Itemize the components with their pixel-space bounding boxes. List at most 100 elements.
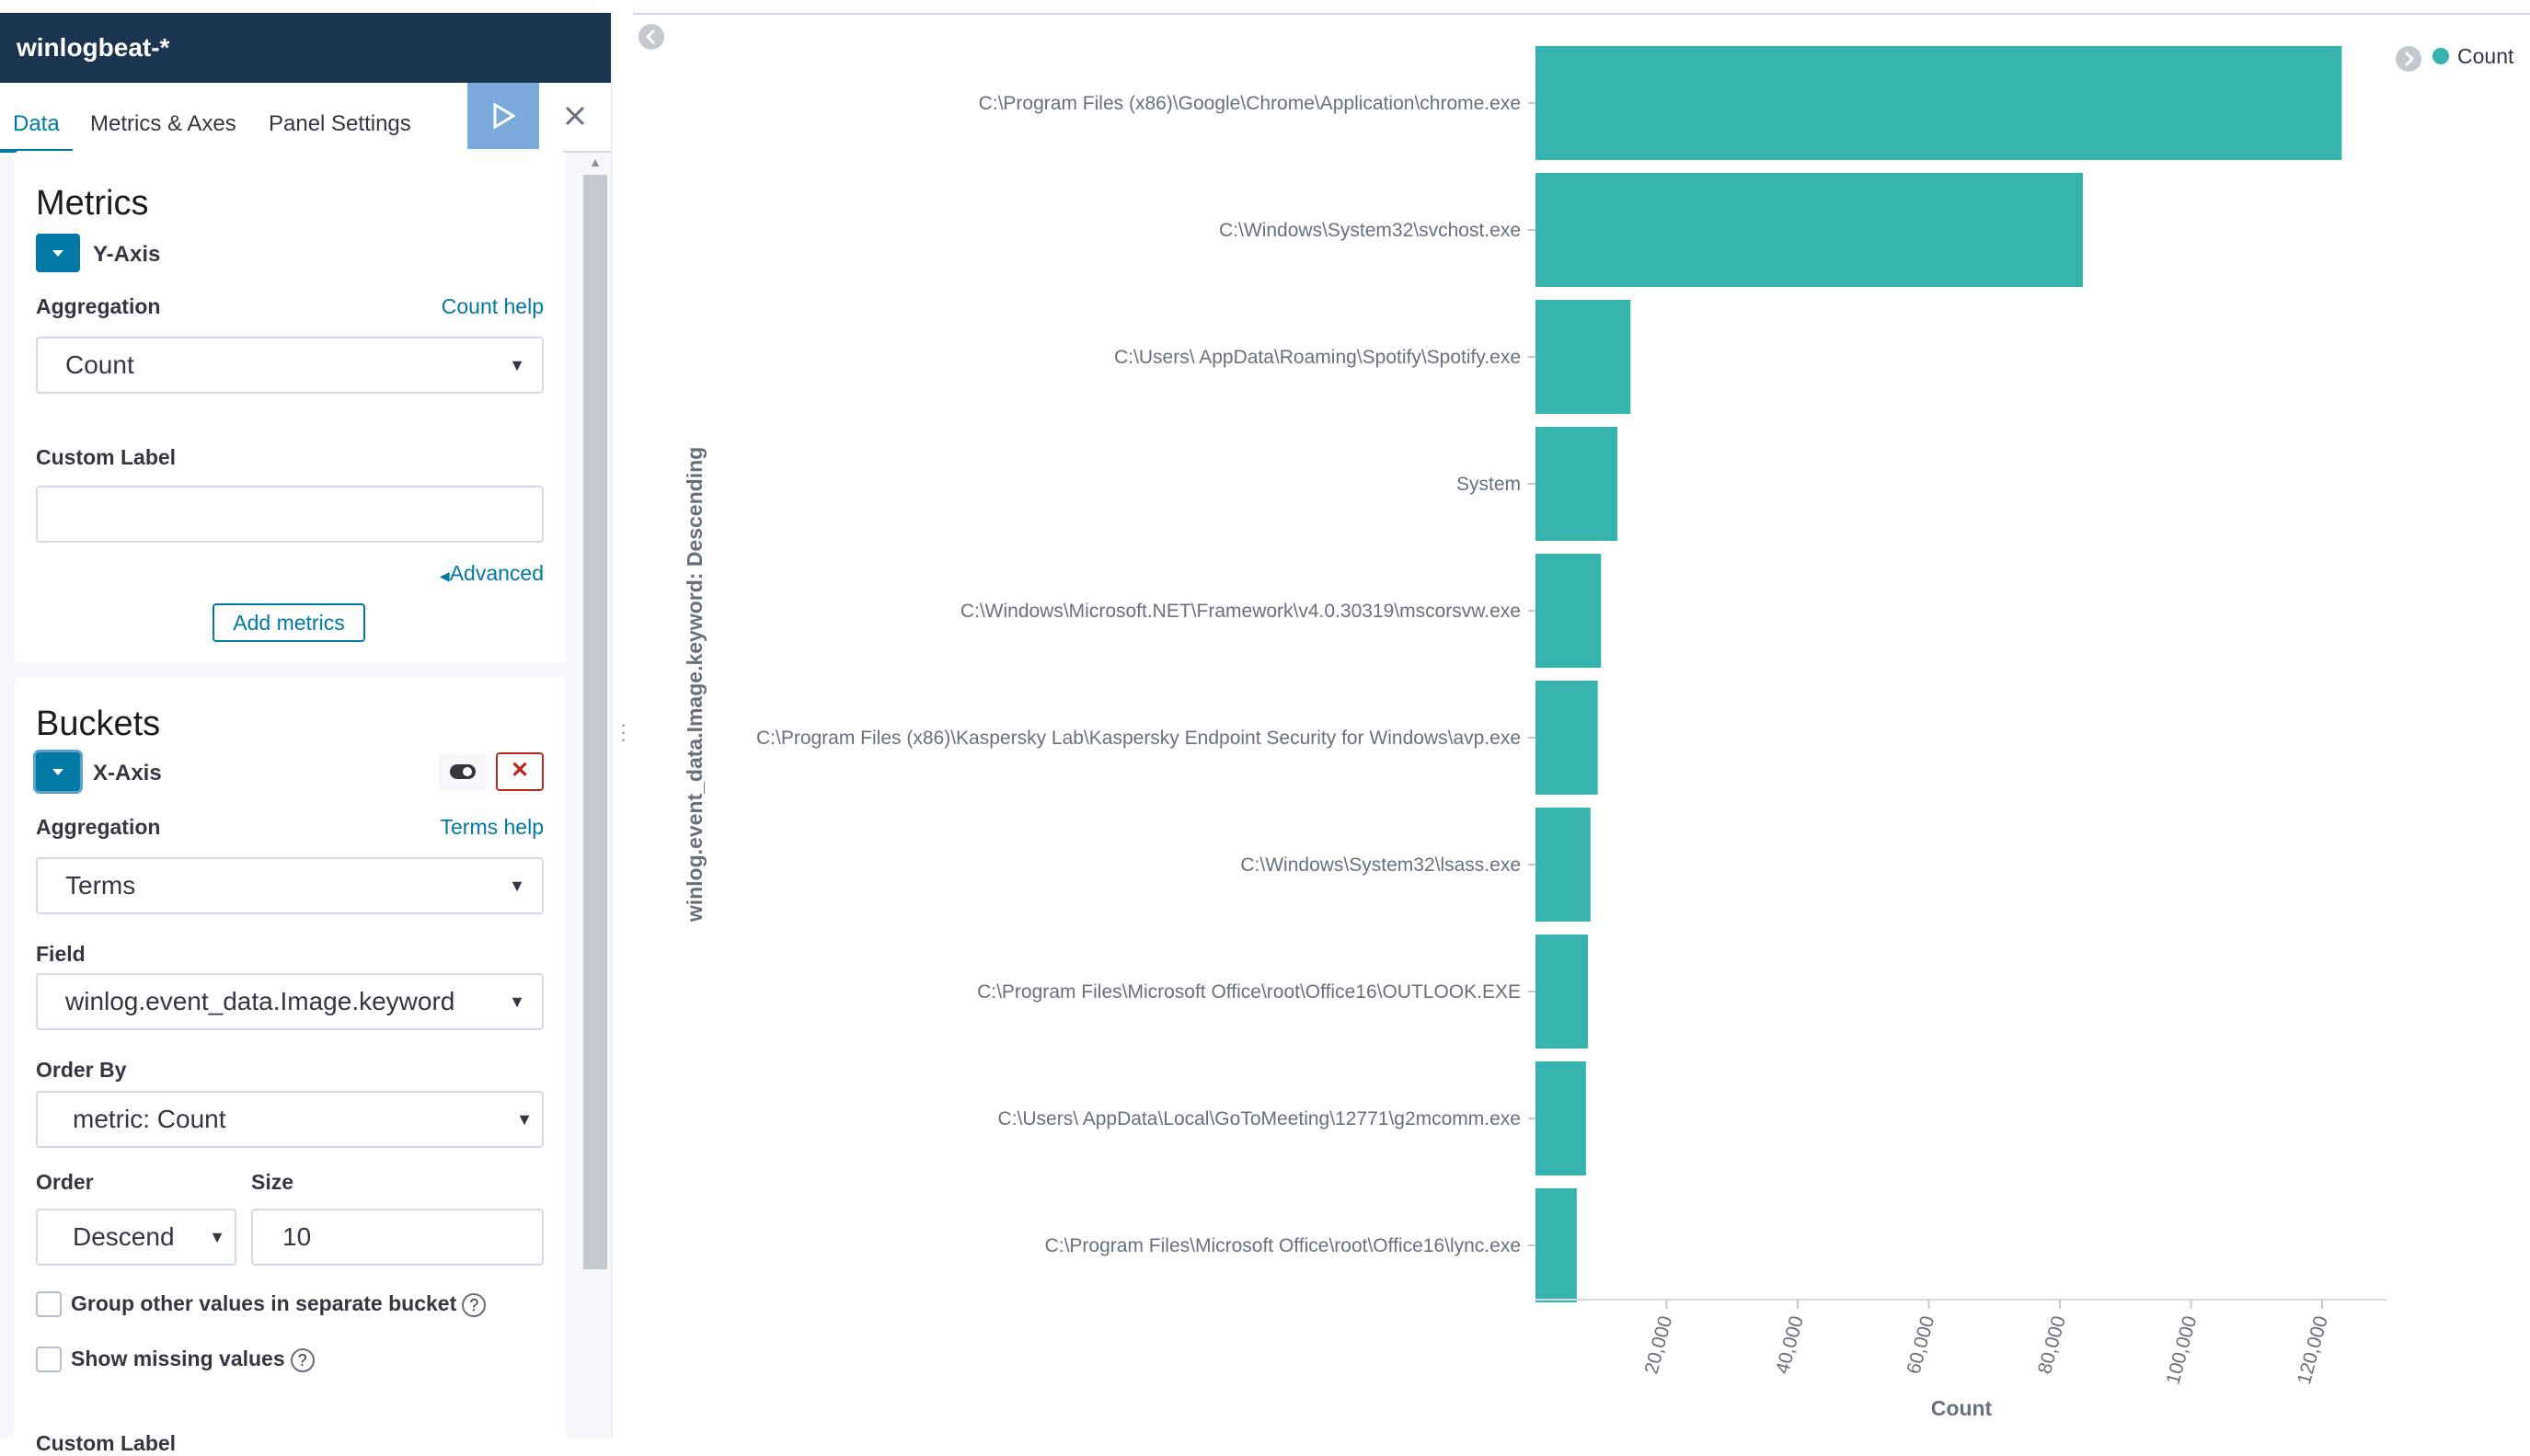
- metrics-title: Metrics: [36, 184, 149, 223]
- bar[interactable]: [1535, 1188, 1577, 1302]
- category-label: System: [1456, 474, 1521, 495]
- buckets-card: Buckets X-Axis ✕ Aggregation Terms help …: [14, 677, 566, 1455]
- toggle-agg-button[interactable]: [439, 753, 487, 790]
- field-select[interactable]: winlog.event_data.Image.keyword ▼: [36, 973, 544, 1030]
- buckets-aggregation-label: Aggregation: [36, 815, 161, 839]
- order-value: Descend: [73, 1222, 175, 1251]
- bar-chart: Count winlog.event_data.Image.keyword: D…: [638, 24, 2514, 1420]
- category-label: C:\Program Files (x86)\Kaspersky Lab\Kas…: [756, 728, 1521, 749]
- category-label: C:\Windows\Microsoft.NET\Framework\v4.0.…: [960, 601, 1521, 622]
- x-axis: 20,000 40,000 60,000 80,000 100,000 120,000: [1535, 1299, 2386, 1387]
- advanced-toggle-link[interactable]: ◀Advanced: [440, 561, 544, 586]
- add-metrics-button[interactable]: Add metrics: [213, 603, 365, 642]
- group-other-label: Group other values in separate bucket?: [71, 1291, 487, 1317]
- order-label: Order: [36, 1170, 94, 1194]
- group-other-checkbox[interactable]: [36, 1291, 62, 1317]
- category-label: C:\Windows\System32\lsass.exe: [1240, 854, 1521, 876]
- drag-handle-icon[interactable]: · · ·: [620, 713, 627, 751]
- panel-resizer[interactable]: · · ·: [611, 13, 633, 1438]
- bar[interactable]: [1535, 46, 2342, 160]
- play-icon: [493, 102, 516, 130]
- legend-entry[interactable]: Count: [2457, 44, 2514, 68]
- order-by-label: Order By: [36, 1058, 127, 1082]
- size-label: Size: [251, 1170, 294, 1194]
- question-icon[interactable]: ?: [462, 1292, 487, 1317]
- group-other-text: Group other values in separate bucket: [71, 1291, 457, 1315]
- advanced-link-label: Advanced: [449, 561, 544, 585]
- editor-tabs: Data Metrics & Axes Panel Settings: [0, 83, 611, 153]
- legend-swatch: [2432, 48, 2449, 64]
- show-missing-text: Show missing values: [71, 1347, 285, 1370]
- terms-help-link[interactable]: Terms help: [440, 815, 544, 839]
- x-tick-label: 100,000: [2162, 1313, 2201, 1386]
- bar[interactable]: [1535, 934, 1588, 1049]
- tab-panel-settings[interactable]: Panel Settings: [269, 111, 411, 136]
- x-axis-label: X-Axis: [93, 761, 162, 785]
- chevron-down-icon: ▼: [509, 356, 525, 374]
- legend-toggle-button[interactable]: [2396, 46, 2421, 72]
- buckets-custom-label-label: Custom Label: [36, 1431, 177, 1455]
- category-label: C:\Program Files (x86)\Google\Chrome\App…: [979, 93, 1521, 114]
- show-missing-checkbox[interactable]: [36, 1347, 62, 1372]
- chevron-down-icon: ▼: [516, 1110, 533, 1129]
- apply-changes-button[interactable]: [467, 83, 539, 149]
- category-label: C:\Program Files\Microsoft Office\root\O…: [1045, 1235, 1521, 1256]
- x-tick-label: 60,000: [1903, 1313, 1938, 1376]
- buckets-aggregation-value: Terms: [65, 871, 136, 900]
- tab-data[interactable]: Data: [0, 83, 73, 153]
- remove-agg-button[interactable]: ✕: [496, 752, 544, 791]
- chevron-down-icon: [52, 769, 63, 775]
- bar[interactable]: [1535, 554, 1602, 668]
- metrics-card: Metrics Y-Axis Aggregation Count help Co…: [14, 151, 566, 662]
- order-select[interactable]: Descend ▼: [36, 1209, 236, 1266]
- bars-group: [1535, 46, 2342, 1302]
- collapse-sidebar-button[interactable]: [638, 24, 664, 50]
- bar[interactable]: [1535, 173, 2083, 287]
- scroll-up-icon[interactable]: ▲: [589, 155, 602, 169]
- bar[interactable]: [1535, 1061, 1586, 1175]
- x-tick-label: 120,000: [2294, 1313, 2332, 1386]
- caret-left-icon: ◀: [439, 568, 450, 583]
- bar[interactable]: [1535, 681, 1598, 795]
- order-by-value: metric: Count: [73, 1105, 226, 1133]
- bar[interactable]: [1535, 300, 1631, 414]
- metrics-aggregation-value: Count: [65, 350, 134, 379]
- size-input[interactable]: 10: [251, 1209, 544, 1266]
- show-missing-label: Show missing values?: [71, 1347, 315, 1372]
- y-axis-toggle-button[interactable]: [36, 234, 80, 272]
- close-icon: ✕: [510, 758, 530, 783]
- category-labels: C:\Program Files (x86)\Google\Chrome\App…: [756, 93, 1535, 1256]
- metrics-aggregation-select[interactable]: Count ▼: [36, 337, 544, 394]
- top-bar: [0, 0, 2530, 15]
- x-tick-label: 20,000: [1640, 1313, 1676, 1376]
- question-icon[interactable]: ?: [290, 1347, 315, 1372]
- discard-changes-button[interactable]: [552, 83, 598, 149]
- category-label: C:\Program Files\Microsoft Office\root\O…: [977, 981, 1521, 1003]
- scroll-thumb[interactable]: [583, 175, 607, 1269]
- editor-sidebar: winlogbeat-* Data Metrics & Axes Panel S…: [0, 13, 611, 1455]
- toggle-icon: [450, 764, 476, 779]
- metrics-aggregation-label: Aggregation: [36, 294, 161, 318]
- buckets-title: Buckets: [36, 705, 161, 743]
- legend: Count: [2432, 44, 2514, 68]
- y-axis-label: Y-Axis: [93, 242, 161, 267]
- category-label: C:\Users\ AppData\Local\GoToMeeting\1277…: [998, 1108, 1521, 1129]
- buckets-aggregation-select[interactable]: Terms ▼: [36, 857, 544, 914]
- custom-label-label: Custom Label: [36, 445, 177, 469]
- y-axis-title: winlog.event_data.Image.keyword: Descend…: [683, 447, 707, 923]
- category-label: C:\Users\ AppData\Roaming\Spotify\Spotif…: [1114, 347, 1521, 368]
- close-icon: [565, 106, 585, 126]
- chevron-down-icon: ▼: [509, 992, 525, 1011]
- sidebar-scrollbar[interactable]: ▲: [583, 151, 607, 1291]
- tab-metrics-axes[interactable]: Metrics & Axes: [90, 111, 236, 136]
- custom-label-input[interactable]: [36, 486, 544, 543]
- bar[interactable]: [1535, 808, 1591, 922]
- x-axis-toggle-button[interactable]: [36, 752, 80, 791]
- bar[interactable]: [1535, 427, 1618, 541]
- x-tick-label: 80,000: [2034, 1313, 2070, 1376]
- chevron-down-icon: ▼: [209, 1228, 225, 1246]
- order-by-select[interactable]: metric: Count ▼: [36, 1091, 544, 1148]
- chevron-down-icon: [52, 250, 63, 257]
- x-axis-title: Count: [1931, 1396, 1993, 1420]
- count-help-link[interactable]: Count help: [441, 294, 544, 318]
